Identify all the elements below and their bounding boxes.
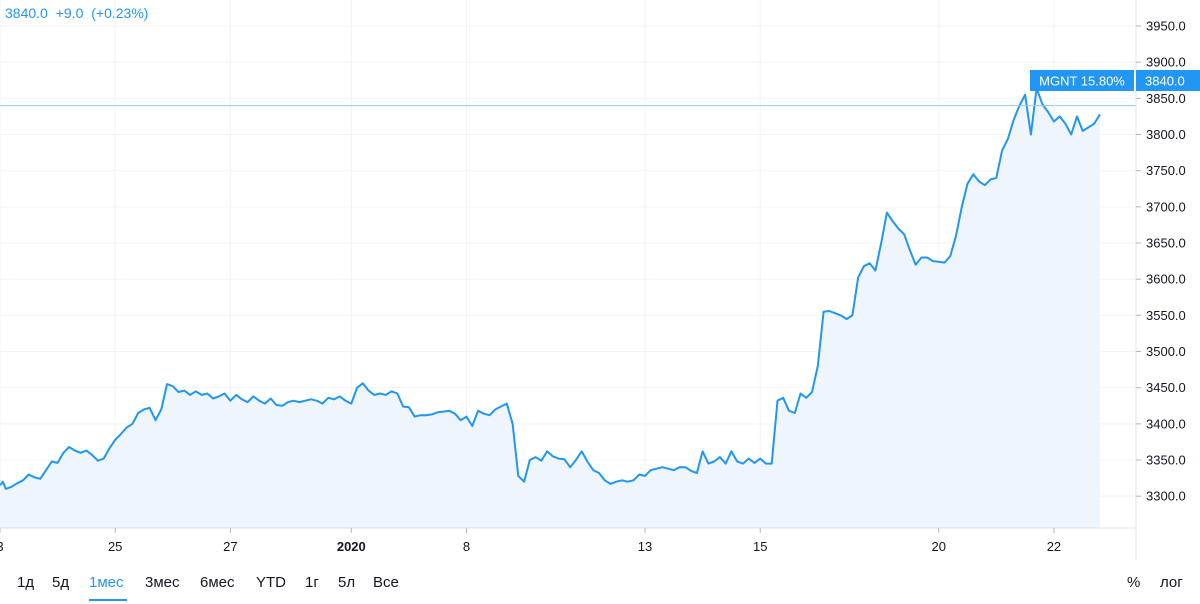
legend-change-pct: (+0.23%) xyxy=(91,5,149,21)
timeframe-5y-button[interactable]: 5л xyxy=(338,574,356,591)
x-tick-label: 2020 xyxy=(337,539,366,554)
x-tick-label: 27 xyxy=(223,539,237,554)
x-tick-label: 3 xyxy=(0,539,4,554)
x-tick-label: 22 xyxy=(1047,539,1061,554)
y-tick-label: 3700.0 xyxy=(1146,199,1186,214)
symbol-percent-text: MGNT 15.80% xyxy=(1039,74,1125,89)
x-tick-label: 20 xyxy=(932,539,946,554)
x-tick-label: 25 xyxy=(108,539,122,554)
y-tick-label: 3550.0 xyxy=(1146,308,1186,323)
time-axis[interactable]: 3 25 27 2020 8 13 15 20 22 xyxy=(0,528,1061,554)
timeframe-1y-button[interactable]: 1г xyxy=(305,574,319,591)
price-line xyxy=(0,87,1101,490)
y-tick-label: 3400.0 xyxy=(1146,416,1186,431)
symbol-percent-label: MGNT 15.80% xyxy=(1030,70,1134,91)
x-tick-label: 15 xyxy=(753,539,767,554)
x-tick-label: 8 xyxy=(463,539,470,554)
timeframe-ytd-button[interactable]: YTD xyxy=(256,574,286,591)
timeframe-all-button[interactable]: Все xyxy=(373,574,399,591)
legend-price: 3840.0 xyxy=(5,5,48,21)
active-timeframe-underline xyxy=(89,599,127,601)
bottom-toolbar: 1д 5д 1мес 3мес 6мес YTD 1г 5л Все % лог xyxy=(0,560,1200,604)
y-tick-label: 3300.0 xyxy=(1146,489,1186,504)
legend-change: +9.0 xyxy=(55,5,84,21)
percent-scale-toggle[interactable]: % xyxy=(1127,574,1141,591)
log-scale-toggle[interactable]: лог xyxy=(1160,574,1183,591)
y-tick-label: 3500.0 xyxy=(1146,344,1186,359)
legend-header: 3840.0 +9.0 (+0.23%) xyxy=(5,5,152,21)
timeframe-3m-button[interactable]: 3мес xyxy=(145,574,180,591)
y-tick-label: 3850.0 xyxy=(1146,91,1186,106)
y-tick-label: 3600.0 xyxy=(1146,272,1186,287)
x-tick-label: 13 xyxy=(638,539,652,554)
last-price-text: 3840.0 xyxy=(1145,74,1185,89)
y-tick-label: 3750.0 xyxy=(1146,163,1186,178)
y-tick-label: 3950.0 xyxy=(1146,19,1186,34)
price-axis[interactable]: 3300.0 3350.0 3400.0 3450.0 3500.0 3550.0 3600… xyxy=(1136,19,1186,504)
y-tick-label: 3900.0 xyxy=(1146,55,1186,70)
y-tick-label: 3650.0 xyxy=(1146,236,1186,251)
y-tick-label: 3450.0 xyxy=(1146,380,1186,395)
timeframe-1m-button[interactable]: 1мес xyxy=(89,574,124,591)
last-price-label: 3840.0 xyxy=(1136,70,1200,91)
price-area-fill xyxy=(0,88,1100,528)
timeframe-5d-button[interactable]: 5д xyxy=(52,574,70,591)
y-tick-label: 3350.0 xyxy=(1146,453,1186,468)
timeframe-1d-button[interactable]: 1д xyxy=(17,574,35,591)
y-tick-label: 3800.0 xyxy=(1146,127,1186,142)
timeframe-6m-button[interactable]: 6мес xyxy=(200,574,235,591)
price-chart[interactable]: 3300.0 3350.0 3400.0 3450.0 3500.0 3550.0 3600… xyxy=(0,0,1200,560)
